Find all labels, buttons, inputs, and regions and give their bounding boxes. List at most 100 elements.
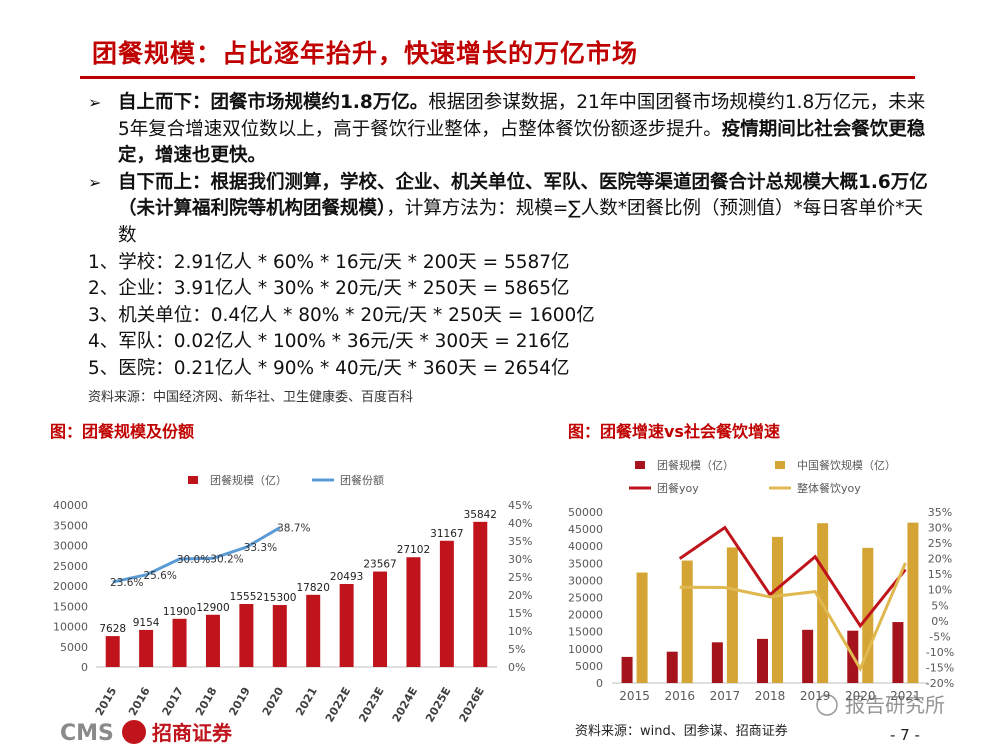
bar [339, 584, 354, 667]
title-rule [80, 76, 915, 79]
chart-title: 图：团餐规模及份额 [50, 422, 194, 441]
logo-badge [122, 720, 146, 744]
legend-label: 团餐yoy [657, 481, 699, 495]
y2-tick-label: 5% [508, 643, 525, 656]
data-label: 20493 [330, 571, 363, 583]
bar [172, 618, 187, 667]
x-tick-label: 2016 [664, 689, 695, 703]
bar [272, 605, 287, 667]
y2-tick-label: -15% [926, 661, 954, 674]
x-tick-label: 2018 [193, 685, 220, 718]
y-tick-label: 20000 [568, 609, 603, 622]
bar [666, 651, 678, 683]
y-tick-label: 50000 [568, 506, 603, 519]
y-tick-label: 15000 [53, 600, 88, 613]
y-tick-label: 5000 [575, 660, 603, 673]
bar [802, 629, 814, 683]
y-tick-label: 45000 [568, 523, 603, 536]
watermark-icon [816, 694, 838, 716]
watermark: 报告研究所 [845, 693, 945, 717]
text-body: ➢ 自上而下：团餐市场规模约1.8万亿。根据团参谋数据，21年中国团餐市场规模约1… [88, 90, 928, 411]
bullet-text: 自下而上：根据我们测算，学校、企业、机关单位、军队、医院等渠道团餐合计总规模大概… [118, 171, 928, 220]
line [112, 526, 281, 584]
y2-tick-label: 30% [928, 522, 952, 535]
y2-tick-label: -5% [929, 630, 950, 643]
x-tick-label: 2025E [423, 685, 453, 725]
bar [757, 638, 768, 683]
bullet-text: 根据团参谋数据，21年中国团餐市场规模约1.8万亿元，未来5年复合增速双位数以上… [118, 92, 926, 140]
legend-label: 团餐规模（亿） [657, 458, 734, 472]
y-tick-label: 5000 [60, 641, 88, 654]
y2-tick-label: -20% [926, 677, 954, 690]
data-label: 23567 [363, 559, 396, 571]
y-tick-label: 0 [596, 677, 603, 690]
bar [726, 547, 738, 683]
slide-title: 团餐规模：占比逐年抬升，快速增长的万亿市场 [92, 39, 639, 68]
data-label: 9154 [133, 617, 160, 629]
data-label: 12900 [196, 602, 229, 614]
bar [205, 614, 220, 667]
bar [621, 656, 633, 683]
y2-tick-label: 15% [928, 568, 952, 581]
company-name: 招商证券 [152, 721, 233, 745]
bar [636, 572, 648, 683]
y2-tick-label: 35% [508, 535, 532, 548]
calculation: 4、军队：0.02亿人 * 100% * 36元/天 * 300天 = 216亿 [88, 331, 570, 353]
y-tick-label: 35000 [568, 557, 603, 570]
data-label: 17820 [297, 582, 330, 594]
x-tick-label: 2026E [457, 685, 487, 725]
x-tick-label: 2019 [226, 685, 253, 718]
legend-swatch [635, 461, 645, 469]
line [678, 525, 907, 629]
x-tick-label: 2017 [710, 689, 741, 703]
y-tick-label: 30000 [53, 540, 88, 553]
y2-tick-label: 15% [508, 607, 532, 620]
data-label: 7628 [99, 623, 126, 635]
y-tick-label: 0 [81, 661, 88, 674]
calculation: 2、企业：3.91亿人 * 30% * 20元/天 * 250天 = 5865亿 [88, 278, 570, 300]
line [679, 562, 907, 673]
line-label: 25.6% [143, 570, 176, 582]
bullet: ➢ 自下而上：根据我们测算，学校、企业、机关单位、军队、医院等渠道团餐合计总规模大… [88, 170, 928, 250]
bar [306, 594, 321, 667]
bullet-text: 疫情期间比社会餐饮更稳定，增速也更快。 [118, 118, 926, 167]
x-tick-label: 2015 [93, 685, 120, 718]
y-tick-label: 10000 [568, 643, 603, 656]
line-label: 30.0% [177, 554, 210, 566]
y2-tick-label: 45% [508, 499, 532, 512]
line-label: 38.7% [277, 523, 310, 535]
x-tick-label: 2020 [845, 689, 876, 703]
bullet-text: 自上而下：团餐市场规模约1.8万亿。 [118, 92, 429, 113]
bar [105, 636, 120, 667]
y2-tick-label: 20% [508, 589, 532, 602]
y-tick-label: 25000 [53, 560, 88, 573]
legend-label: 团餐规模（亿） [210, 473, 287, 487]
data-label: 15552 [230, 591, 263, 603]
bar [373, 571, 388, 667]
bar [711, 642, 723, 683]
bar [892, 622, 904, 683]
y-tick-label: 40000 [568, 540, 603, 553]
x-tick-label: 2016 [126, 685, 153, 718]
chart-source: 资料来源：wind、团参谋、招商证券 [575, 723, 788, 739]
bar [139, 629, 154, 667]
bar [681, 560, 693, 683]
y2-tick-label: 30% [508, 553, 532, 566]
y2-tick-label: 10% [508, 625, 532, 638]
legend-label: 中国餐饮规模（亿） [797, 458, 896, 472]
x-tick-label: 2015 [619, 689, 650, 703]
legend-swatch [188, 476, 198, 484]
x-tick-label: 2023E [356, 685, 386, 725]
x-tick-label: 2022E [323, 685, 353, 725]
line-label: 30.2% [210, 553, 243, 565]
data-label: 11900 [163, 606, 196, 618]
x-tick-label: 2021 [890, 689, 921, 703]
y2-tick-label: 0% [508, 661, 525, 674]
bar [907, 522, 919, 683]
y-tick-label: 30000 [568, 574, 603, 587]
y-tick-label: 35000 [53, 519, 88, 532]
x-tick-label: 2017 [160, 685, 187, 718]
y-tick-label: 15000 [568, 626, 603, 639]
